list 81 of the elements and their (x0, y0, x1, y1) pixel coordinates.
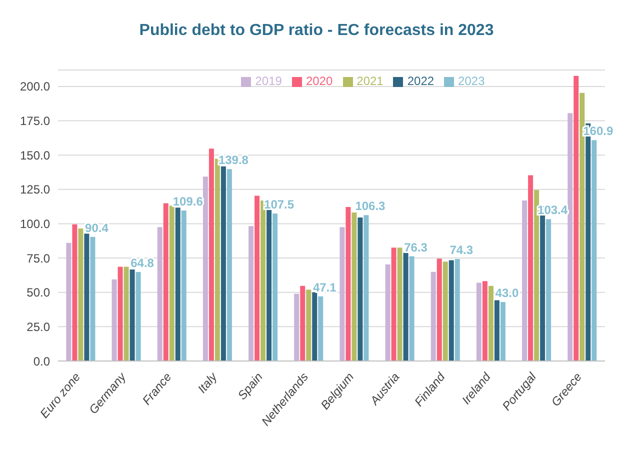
y-tick-label: 50.0 (26, 286, 50, 300)
bar (442, 262, 448, 361)
bar (568, 113, 573, 361)
bar (403, 252, 408, 361)
legend-label: 2022 (407, 74, 434, 88)
bar (66, 242, 72, 361)
bar (214, 158, 220, 361)
data-label: 109.6 (172, 194, 204, 209)
bar (254, 196, 260, 361)
data-label: 139.8 (218, 153, 249, 168)
bar (436, 258, 442, 361)
chart-title: Public debt to GDP ratio - EC forecasts in 2023 (138, 21, 495, 41)
bar (391, 248, 396, 361)
bar (476, 282, 482, 361)
legend-label: 2023 (458, 74, 485, 88)
bar (72, 224, 78, 361)
bar (340, 227, 345, 361)
y-tick-label: 200.0 (20, 80, 50, 94)
bar (592, 140, 597, 361)
bar (175, 208, 180, 361)
bar (409, 256, 414, 361)
y-tick-label: 75.0 (26, 251, 50, 266)
bar (220, 166, 226, 361)
bar (169, 206, 174, 361)
bar (208, 148, 214, 361)
bar (157, 227, 162, 361)
bar (118, 266, 123, 361)
bar (522, 200, 528, 361)
bar (130, 269, 135, 361)
bar (124, 266, 129, 361)
bar (306, 290, 312, 361)
bar (385, 264, 390, 361)
data-label: 47.1 (312, 280, 337, 294)
y-tick-label: 175.0 (20, 114, 50, 128)
bar (112, 279, 117, 361)
bar (397, 248, 402, 361)
data-label: 64.8 (130, 256, 154, 270)
bar (84, 234, 90, 361)
bar (488, 286, 494, 361)
y-tick-label: 100.0 (20, 216, 50, 231)
bar (346, 206, 351, 361)
bar (546, 219, 552, 361)
y-tick-label: 125.0 (20, 182, 50, 197)
y-tick-label: 25.0 (26, 320, 50, 334)
bar (163, 203, 168, 361)
bar (482, 281, 488, 361)
bar (136, 272, 141, 361)
bar (181, 210, 186, 361)
bar (454, 259, 460, 361)
bar (448, 260, 454, 361)
bar (318, 296, 324, 361)
bar (500, 302, 506, 361)
legend-label: 2020 (306, 74, 333, 88)
bar (358, 218, 363, 361)
bar (260, 200, 266, 361)
data-label: 106.3 (355, 199, 386, 214)
bar (78, 228, 84, 361)
y-tick-label: 0.0 (33, 354, 50, 368)
data-label: 76.3 (404, 240, 428, 254)
bar (300, 286, 306, 361)
bar (528, 175, 534, 361)
bar (202, 176, 208, 361)
bar (364, 215, 369, 361)
data-label: 43.0 (495, 286, 519, 300)
bar (580, 92, 585, 361)
bar (312, 292, 318, 361)
legend-label: 2021 (356, 74, 384, 88)
bar (90, 236, 96, 361)
data-label: 90.4 (85, 220, 109, 235)
bar (248, 226, 254, 361)
y-tick-label: 150.0 (20, 148, 50, 162)
bar (294, 294, 300, 361)
bar (494, 300, 500, 361)
legend-label: 2019 (255, 74, 282, 88)
bar (352, 212, 357, 361)
data-label: 74.3 (450, 243, 474, 258)
bar (226, 169, 232, 361)
bar (534, 190, 540, 361)
bar (430, 272, 436, 361)
bar (574, 76, 579, 361)
bar (272, 213, 278, 361)
